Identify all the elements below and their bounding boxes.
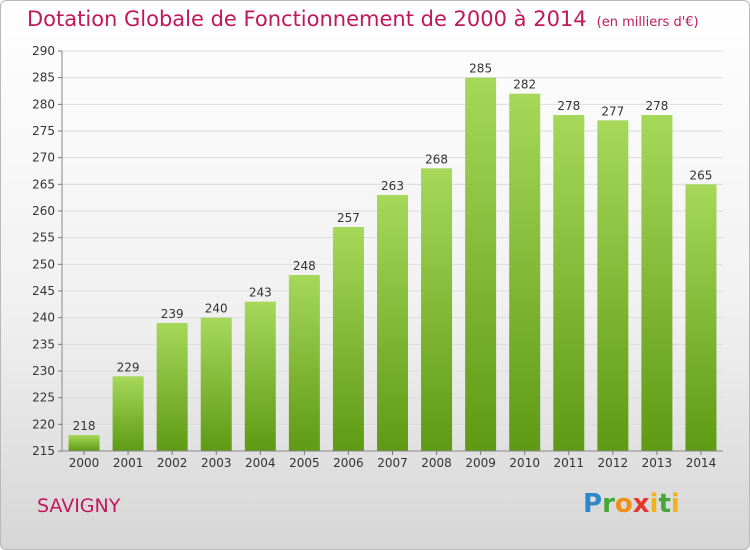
bar-2000 bbox=[68, 435, 100, 451]
proxiti-logo: Proxiti bbox=[583, 489, 680, 519]
bar-2005 bbox=[288, 275, 320, 451]
x-tick-label-2012: 2012 bbox=[598, 456, 629, 470]
chart-title-text: Dotation Globale de Fonctionnement de 20… bbox=[27, 7, 587, 31]
x-tick-label-2013: 2013 bbox=[642, 456, 673, 470]
y-tick-label: 290 bbox=[32, 44, 55, 58]
x-tick-label-2000: 2000 bbox=[69, 456, 100, 470]
data-label-2004: 243 bbox=[249, 286, 272, 300]
chart-unit: (en milliers d'€) bbox=[596, 15, 699, 30]
y-tick-label: 275 bbox=[32, 124, 55, 138]
data-label-2001: 229 bbox=[117, 360, 140, 374]
x-tick-label-2011: 2011 bbox=[553, 456, 584, 470]
x-tick-label-2007: 2007 bbox=[377, 456, 408, 470]
data-label-2012: 277 bbox=[601, 104, 624, 118]
bar-2004 bbox=[244, 301, 276, 451]
bar-2007 bbox=[377, 195, 408, 451]
x-tick-label-2002: 2002 bbox=[157, 456, 188, 470]
y-tick-label: 220 bbox=[32, 417, 55, 431]
data-label-2011: 278 bbox=[557, 99, 580, 113]
y-tick-label: 260 bbox=[32, 204, 55, 218]
city-name: SAVIGNY bbox=[37, 495, 121, 517]
bar-2002 bbox=[156, 323, 188, 451]
chart-title: Dotation Globale de Fonctionnement de 20… bbox=[27, 7, 699, 31]
y-tick-label: 265 bbox=[32, 177, 55, 191]
bar-2001 bbox=[112, 376, 144, 451]
x-tick-label-2009: 2009 bbox=[465, 456, 496, 470]
y-tick-label: 215 bbox=[32, 444, 55, 458]
bar-2006 bbox=[332, 227, 364, 451]
bar-2014 bbox=[685, 184, 717, 452]
y-tick-label: 230 bbox=[32, 364, 55, 378]
x-tick-label-2010: 2010 bbox=[509, 456, 540, 470]
x-tick-label-2001: 2001 bbox=[113, 456, 144, 470]
data-label-2008: 268 bbox=[425, 152, 448, 166]
data-label-2003: 240 bbox=[205, 302, 228, 316]
y-tick-label: 225 bbox=[32, 391, 55, 405]
y-tick-label: 245 bbox=[32, 284, 55, 298]
x-tick-label-2003: 2003 bbox=[201, 456, 232, 470]
bar-2003 bbox=[200, 317, 232, 451]
data-label-2002: 239 bbox=[161, 307, 184, 321]
bar-2013 bbox=[641, 115, 673, 451]
y-tick-label: 270 bbox=[32, 151, 55, 165]
y-tick-label: 235 bbox=[32, 337, 55, 351]
data-label-2000: 218 bbox=[73, 419, 96, 433]
labels: 215 220 225 230 235 240 245 250 255 260 265 270 275 2… bbox=[32, 44, 716, 470]
y-tick-label: 280 bbox=[32, 97, 55, 111]
data-label-2014: 265 bbox=[690, 168, 713, 182]
data-label-2006: 257 bbox=[337, 211, 360, 225]
data-label-2007: 263 bbox=[381, 179, 404, 193]
bar-2011 bbox=[553, 115, 585, 451]
data-label-2009: 285 bbox=[469, 62, 492, 76]
y-tick-label: 240 bbox=[32, 311, 55, 325]
x-tick-label-2006: 2006 bbox=[333, 456, 364, 470]
y-tick-label: 285 bbox=[32, 71, 55, 85]
x-tick-label-2005: 2005 bbox=[289, 456, 320, 470]
y-tick-label: 255 bbox=[32, 231, 55, 245]
axes bbox=[58, 50, 723, 455]
data-label-2005: 248 bbox=[293, 259, 316, 273]
bar-2010 bbox=[509, 93, 541, 452]
bar-2009 bbox=[465, 77, 497, 452]
x-tick-label-2014: 2014 bbox=[686, 456, 717, 470]
bar-2012 bbox=[597, 120, 629, 451]
y-tick-label: 250 bbox=[32, 257, 55, 271]
bars bbox=[68, 77, 717, 452]
x-tick-label-2004: 2004 bbox=[245, 456, 276, 470]
x-tick-label-2008: 2008 bbox=[421, 456, 452, 470]
bar-2008 bbox=[421, 168, 453, 452]
data-label-2013: 278 bbox=[645, 99, 668, 113]
data-label-2010: 282 bbox=[513, 78, 536, 92]
